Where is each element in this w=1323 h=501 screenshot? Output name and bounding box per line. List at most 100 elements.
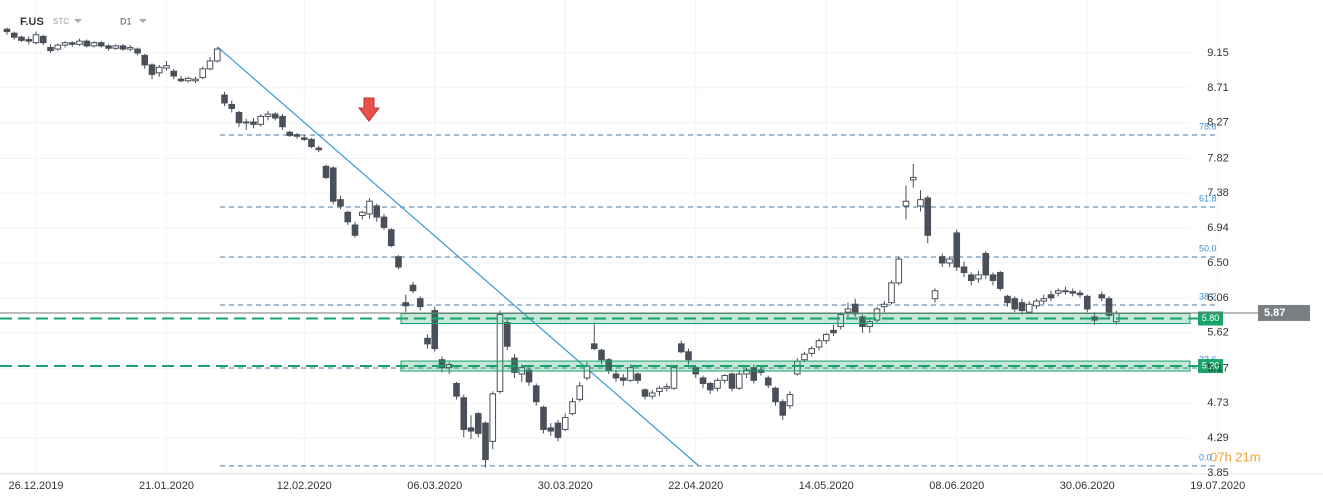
candle-body [373,205,381,218]
candle-body [975,274,982,280]
candle-body [532,385,540,403]
candle-body [344,211,352,223]
overlays: 5.80 5.20 5.87 [0,304,1310,374]
candle-body [1047,294,1055,299]
candle-body [946,258,953,264]
sell-signal-arrow [357,97,381,122]
candle-body [576,385,584,400]
candle-body [851,303,859,315]
candle-body [177,78,185,82]
candle-body [308,138,315,148]
candle-body [967,274,975,281]
candle-body [1083,295,1091,310]
candle-body [112,45,120,49]
x-tick-label: 12.02.2020 [277,480,332,492]
candle-body [482,422,489,461]
candle-body [989,274,997,281]
level-tag [1198,311,1223,326]
candle-body [619,377,627,381]
candle-body [721,375,729,381]
candle-body [1076,292,1084,296]
dropdown-arrow[interactable] [139,19,147,23]
candle-body [380,216,388,228]
candle-body [779,401,787,416]
countdown: 07h 21m [1210,449,1261,464]
candle-body [170,70,178,77]
candle-body [10,32,18,38]
candle-body [938,256,946,264]
candle-body [605,359,613,371]
candle-body [83,40,91,47]
x-tick-label: 30.03.2020 [538,480,593,492]
candle-body [656,387,663,392]
level-tag [1198,359,1223,374]
candle-body [250,121,257,125]
candle-body [786,394,794,407]
candle-body [264,113,272,117]
candle-body [431,310,439,350]
candle-body [1054,290,1062,294]
candle-body [395,256,402,268]
candle-body [453,382,460,397]
candle-body [960,266,968,274]
dropdown-arrow[interactable] [74,19,82,23]
candle-body [982,253,990,276]
candle-body [627,367,634,381]
candle-body [293,134,301,137]
candle-body [163,65,170,69]
candle-body [47,46,54,52]
candle-body [837,314,845,327]
candle-body [184,77,192,82]
candle-body [322,165,330,178]
candle-body [1018,302,1026,312]
candle-body [337,199,344,207]
y-tick-label: 7.82 [1207,152,1228,164]
candle-body [141,54,149,66]
y-tick-label: 9.15 [1207,47,1228,59]
candle-body [329,167,337,202]
candle-body [822,333,830,342]
candle-body [815,340,823,348]
candle-body [257,115,265,125]
candle-body [460,397,468,430]
candle-body [931,290,939,300]
candle-body [569,401,576,415]
candle-body [1069,291,1077,294]
source[interactable]: STC [53,17,69,26]
candle-body [489,393,497,442]
y-tick-label: 3.85 [1207,467,1228,479]
candle-body [39,35,47,44]
level-label: 5.80 [1202,313,1220,323]
interval[interactable]: D1 [120,16,132,26]
candle-body [235,111,243,124]
x-tick-label: 30.06.2020 [1060,480,1115,492]
candle-body [286,131,294,136]
y-tick-label: 5.62 [1207,327,1228,339]
candle-body [873,308,881,321]
candle-body [155,66,163,74]
candle-body [416,298,424,308]
candle-body [503,321,511,347]
candle-body [213,48,221,62]
candle-body [1040,298,1048,302]
symbol[interactable]: F.US [20,16,44,28]
candle-body [351,224,359,236]
candle-body [895,258,903,284]
candle-body [590,343,598,350]
candle-body [902,200,910,207]
candle-body [561,417,569,430]
candle-body [54,44,62,50]
y-tick-label: 8.27 [1207,117,1228,129]
candle-body [859,316,866,327]
candle-body [706,382,714,391]
candle-body [97,42,105,47]
candle-body [1025,303,1033,313]
x-tick-label: 19.07.2020 [1190,480,1245,492]
candle-body [134,48,141,54]
x-tick-label: 06.03.2020 [407,480,462,492]
candle-body [996,272,1004,289]
candle-body [61,42,69,46]
y-tick-label: 7.38 [1207,187,1228,199]
candle-body [909,176,917,181]
candle-body [221,94,228,104]
